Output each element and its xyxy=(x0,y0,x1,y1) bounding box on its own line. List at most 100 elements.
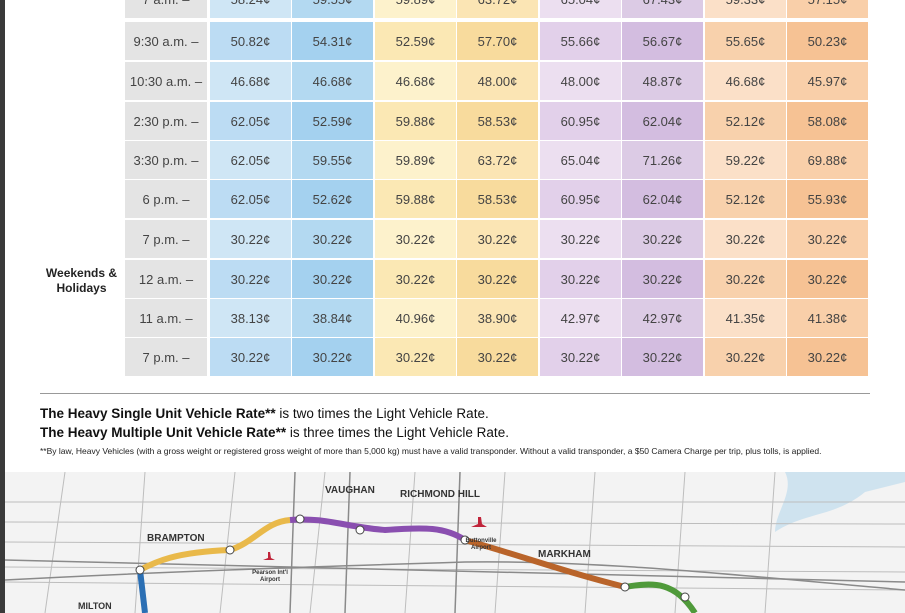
rate-cell: 30.22¢ xyxy=(292,260,373,298)
rate-cell: 60.95¢ xyxy=(540,180,621,218)
rate-cell: 46.68¢ xyxy=(292,62,373,100)
rate-cell: 30.22¢ xyxy=(705,220,786,258)
map-label-buttonville: Buttonville Airport xyxy=(465,538,497,551)
rate-cell: 58.53¢ xyxy=(457,102,538,140)
time-label: 6 p.m. – xyxy=(125,180,207,218)
rate-cell: 58.53¢ xyxy=(457,180,538,218)
rate-cell: 62.05¢ xyxy=(210,180,291,218)
map-label-brampton: BRAMPTON xyxy=(147,533,205,544)
rate-cell: 54.31¢ xyxy=(292,22,373,60)
time-label: 3:30 p.m. – xyxy=(125,141,207,179)
rate-cell: 30.22¢ xyxy=(375,260,456,298)
heavy-single-note: The Heavy Single Unit Vehicle Rate** is … xyxy=(40,406,489,421)
rate-cell: 52.59¢ xyxy=(375,22,456,60)
map-label-markham: MARKHAM xyxy=(538,549,591,560)
rate-cell: 59.89¢ xyxy=(375,141,456,179)
rate-cell: 62.04¢ xyxy=(622,180,703,218)
rate-cell: 46.68¢ xyxy=(375,62,456,100)
rate-cell: 30.22¢ xyxy=(787,260,868,298)
rate-cell: 63.72¢ xyxy=(457,141,538,179)
rate-row: 7 p.m. –30.22¢ 30.22¢ 30.22¢ 30.22¢ 30.22¢ 30… xyxy=(40,220,870,258)
time-label: 11 a.m. – xyxy=(125,299,207,337)
rate-cell: 65.04¢ xyxy=(540,0,621,18)
heavy-multi-label: The Heavy Multiple Unit Vehicle Rate** xyxy=(40,425,287,440)
rate-cell: 45.97¢ xyxy=(787,62,868,100)
document-page: 7 a.m. –58.24¢59.55¢59.89¢63.72¢65.04¢67… xyxy=(5,0,905,613)
rate-cell: 63.72¢ xyxy=(457,0,538,18)
buttonville-airport-icon xyxy=(471,517,487,527)
rate-cell: 30.22¢ xyxy=(787,338,868,376)
rate-cell: 30.22¢ xyxy=(622,220,703,258)
rate-cell: 30.22¢ xyxy=(375,338,456,376)
rate-cell: 50.82¢ xyxy=(210,22,291,60)
time-label: 10:30 a.m. – xyxy=(125,62,207,100)
rate-row: 11 a.m. –38.13¢ 38.84¢ 40.96¢ 38.90¢ 42.97¢ 4… xyxy=(40,299,870,337)
rate-row: 10:30 a.m. –46.68¢ 46.68¢ 46.68¢ 48.00¢ 48.0… xyxy=(40,62,870,100)
divider xyxy=(40,393,870,394)
group-label: Weekends & Holidays xyxy=(45,266,118,295)
heavy-single-text: is two times the Light Vehicle Rate. xyxy=(275,406,489,421)
rate-cell: 52.12¢ xyxy=(705,180,786,218)
rate-cell: 30.22¢ xyxy=(457,220,538,258)
rate-cell: 55.93¢ xyxy=(787,180,868,218)
rate-cell: 30.22¢ xyxy=(210,260,291,298)
rate-cell: 38.90¢ xyxy=(457,299,538,337)
rate-cell: 30.22¢ xyxy=(292,220,373,258)
rate-cell: 57.70¢ xyxy=(457,22,538,60)
heavy-single-label: The Heavy Single Unit Vehicle Rate** xyxy=(40,406,276,421)
rate-cell: 59.55¢ xyxy=(292,141,373,179)
rate-cell: 59.88¢ xyxy=(375,102,456,140)
rate-cell: 30.22¢ xyxy=(622,338,703,376)
rate-cell: 46.68¢ xyxy=(210,62,291,100)
rate-cell: 52.12¢ xyxy=(705,102,786,140)
rate-cell: 60.95¢ xyxy=(540,102,621,140)
heavy-multi-note: The Heavy Multiple Unit Vehicle Rate** i… xyxy=(40,425,509,440)
rate-cell: 59.55¢ xyxy=(292,0,373,18)
footnote: **By law, Heavy Vehicles (with a gross w… xyxy=(40,446,822,456)
rate-cell: 59.33¢ xyxy=(705,0,786,18)
rate-cell: 57.15¢ xyxy=(787,0,868,18)
map-graphic xyxy=(5,472,905,613)
time-label: 9:30 a.m. – xyxy=(125,22,207,60)
rate-cell: 59.89¢ xyxy=(375,0,456,18)
rate-cell: 71.26¢ xyxy=(622,141,703,179)
rate-cell: 55.65¢ xyxy=(705,22,786,60)
rate-cell: 67.43¢ xyxy=(622,0,703,18)
time-label: 7 a.m. – xyxy=(125,0,207,18)
time-label: 2:30 p.m. – xyxy=(125,102,207,140)
rate-row: 7 a.m. –58.24¢59.55¢59.89¢63.72¢65.04¢67… xyxy=(40,0,870,18)
rate-cell: 41.35¢ xyxy=(705,299,786,337)
rate-cell: 62.05¢ xyxy=(210,102,291,140)
map-label-milton: MILTON xyxy=(78,601,112,611)
rate-cell: 30.22¢ xyxy=(622,260,703,298)
rate-cell: 62.05¢ xyxy=(210,141,291,179)
rate-cell: 30.22¢ xyxy=(457,260,538,298)
rate-row: Weekends & Holidays 12 a.m. –30.22¢ 30.22¢… xyxy=(40,260,870,298)
rate-cell: 30.22¢ xyxy=(210,220,291,258)
rate-cell: 65.04¢ xyxy=(540,141,621,179)
rate-cell: 30.22¢ xyxy=(292,338,373,376)
rate-cell: 30.22¢ xyxy=(705,338,786,376)
rate-cell: 30.22¢ xyxy=(705,260,786,298)
rate-cell: 46.68¢ xyxy=(705,62,786,100)
rate-cell: 55.66¢ xyxy=(540,22,621,60)
rate-cell: 30.22¢ xyxy=(787,220,868,258)
rate-cell: 59.88¢ xyxy=(375,180,456,218)
rate-cell: 30.22¢ xyxy=(540,338,621,376)
rate-cell: 48.87¢ xyxy=(622,62,703,100)
rate-cell: 62.04¢ xyxy=(622,102,703,140)
time-label: 7 p.m. – xyxy=(125,338,207,376)
rate-cell: 59.22¢ xyxy=(705,141,786,179)
rate-row: 7 p.m. –30.22¢ 30.22¢ 30.22¢ 30.22¢ 30.22¢ 30… xyxy=(40,338,870,376)
rate-cell: 50.23¢ xyxy=(787,22,868,60)
route-map: VAUGHAN RICHMOND HILL BRAMPTON MARKHAM M… xyxy=(5,472,905,613)
rate-cell: 42.97¢ xyxy=(540,299,621,337)
rate-cell: 69.88¢ xyxy=(787,141,868,179)
rate-cell: 30.22¢ xyxy=(375,220,456,258)
rate-cell: 42.97¢ xyxy=(622,299,703,337)
rate-cell: 38.13¢ xyxy=(210,299,291,337)
rate-cell: 41.38¢ xyxy=(787,299,868,337)
pearson-airport-icon xyxy=(263,552,275,560)
rate-row: 6 p.m. –62.05¢ 52.62¢ 59.88¢ 58.53¢ 60.95¢ 62… xyxy=(40,180,870,218)
time-label: 12 a.m. – xyxy=(125,260,207,298)
